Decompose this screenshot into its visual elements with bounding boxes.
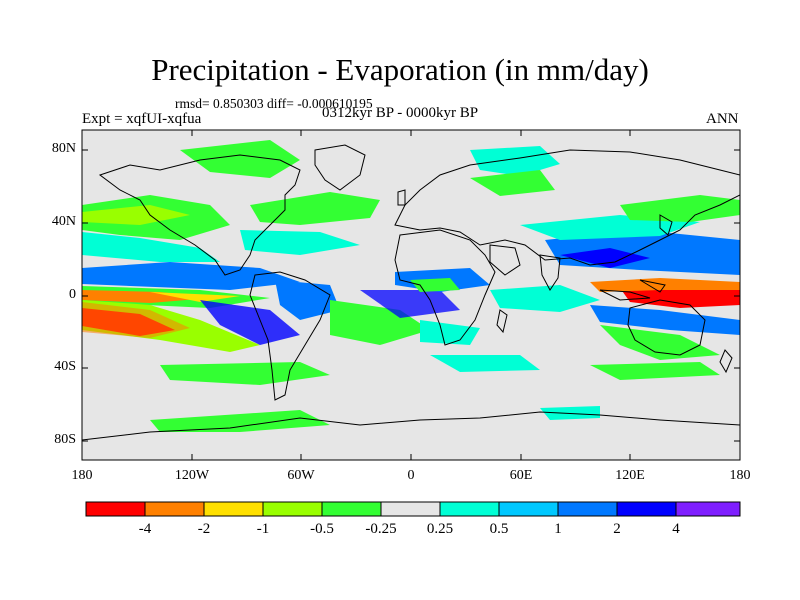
colorbar-label-8: 1	[554, 521, 562, 537]
field-green-satl	[330, 300, 430, 345]
axis-ticks	[81, 130, 740, 460]
colorbar-box-3	[203, 501, 264, 517]
lat-label-40n: 40N	[51, 214, 76, 229]
colorbar-label-1: -4	[138, 521, 152, 537]
coast-antarctica	[82, 411, 740, 441]
coast-madagascar	[496, 309, 508, 334]
colorbar-box-11	[675, 501, 741, 517]
field-blue-itcz-pac	[82, 262, 300, 290]
field-cyan-wpac	[520, 215, 700, 240]
lat-label-40s: 40S	[54, 359, 76, 374]
colorbar-box-2	[144, 501, 205, 517]
lat-label-0: 0	[69, 287, 76, 302]
lon-label-60e: 60E	[509, 468, 533, 483]
field-darkblue-wpac	[560, 248, 650, 268]
experiment-label: Expt = xqfUI-xqfua	[82, 111, 202, 127]
colorbar-label-4: -0.5	[310, 521, 334, 537]
coast-arabia	[489, 244, 521, 276]
lon-label-120w: 120W	[174, 468, 210, 483]
field-green-siberia	[470, 170, 555, 196]
lon-label-60w: 60W	[287, 468, 315, 483]
field-green-natl	[250, 192, 380, 225]
field-blue-atl	[360, 290, 460, 318]
colorbar-label-6: 0.25	[426, 521, 454, 537]
coast-eurasia	[394, 149, 740, 266]
colorbar-box-10	[616, 501, 677, 517]
field-green-antarctic	[150, 410, 330, 432]
field-blue-spcz	[590, 305, 740, 335]
field-cyan-npac	[82, 232, 220, 262]
colorbar-box-1	[85, 501, 146, 517]
colorbar-label-9: 2	[613, 521, 621, 537]
coastlines	[82, 144, 740, 441]
field-green-nhpolar	[180, 140, 300, 178]
plot-title: Precipitation - Evaporation (in mm/day)	[151, 52, 649, 87]
field-orange-eqpac	[82, 290, 210, 303]
period-label: 0312kyr BP - 0000kyr BP	[322, 105, 479, 121]
field-cyan-satl2	[420, 320, 480, 345]
coast-south-america	[249, 271, 331, 401]
coast-newzealand	[719, 349, 733, 374]
field-yellow-eqpac	[150, 292, 240, 302]
lat-label-80s: 80S	[54, 432, 76, 447]
coast-australia	[627, 299, 706, 356]
colorbar-box-7	[439, 501, 500, 517]
colorbar-box-5	[321, 501, 382, 517]
coast-greenland	[314, 144, 366, 191]
lat-label-80n: 80N	[51, 141, 76, 156]
field-green-spcz	[600, 325, 720, 360]
field-cyan-so	[430, 355, 540, 372]
colorbar-label-5: -0.25	[365, 521, 397, 537]
field-green-so2	[590, 362, 720, 380]
colorbar-box-8	[498, 501, 559, 517]
colorbar-box-4	[262, 501, 323, 517]
field-yellowgreen-npac	[82, 205, 190, 225]
field-orange-spac	[82, 302, 190, 338]
lon-label-0: 0	[407, 468, 415, 483]
coast-uk	[397, 189, 406, 206]
lon-label-180w: 180	[71, 468, 93, 483]
precip-field	[82, 140, 740, 432]
colorbar-box-6	[380, 501, 441, 517]
colorbar-label-10: 4	[672, 521, 680, 537]
coast-indonesia	[599, 279, 666, 301]
season-label: ANN	[706, 111, 739, 127]
colorbar-label-3: -1	[256, 521, 270, 537]
field-green-np	[620, 195, 740, 222]
lon-label-120e: 120E	[615, 468, 645, 483]
coast-japan	[659, 214, 673, 236]
field-green-so	[160, 362, 330, 385]
field-blue-spac	[200, 300, 300, 345]
field-cyan-nhpolar	[470, 146, 560, 176]
rmsd-stats: rmsd= 0.850303 diff= -0.000610195	[175, 96, 373, 111]
colorbar-box-9	[557, 501, 618, 517]
field-cyan-io	[490, 285, 600, 312]
lon-label-180e: 180	[729, 468, 751, 483]
coast-india	[539, 254, 561, 291]
field-cyan-natl	[240, 230, 360, 255]
colorbar-label-2: -2	[197, 521, 211, 537]
coast-africa	[394, 229, 496, 346]
colorbar-label-7: 0.5	[489, 521, 509, 537]
colorbar	[85, 501, 741, 517]
coast-north-america	[98, 154, 301, 276]
